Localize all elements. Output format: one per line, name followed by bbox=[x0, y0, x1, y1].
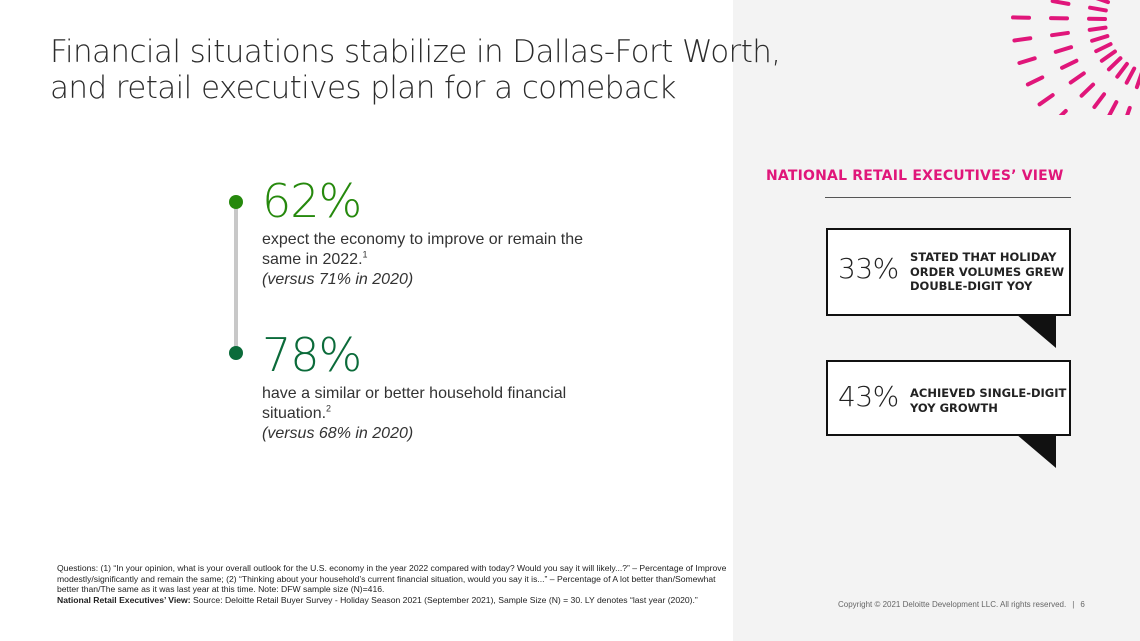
footnote-ref: 1 bbox=[362, 249, 368, 260]
burst-ray bbox=[1115, 61, 1129, 79]
right-panel bbox=[733, 0, 1140, 641]
stat-value: 78% bbox=[262, 328, 362, 382]
timeline-dot bbox=[229, 346, 243, 360]
callout-tail bbox=[1016, 434, 1056, 468]
stat-economy-outlook: 62% expect the economy to improve or rem… bbox=[262, 172, 592, 290]
footnote-ref: 2 bbox=[326, 403, 332, 414]
stat-description: have a similar or better household finan… bbox=[262, 385, 567, 422]
footnote-source: National Retail Executives’ View: Source… bbox=[57, 595, 727, 606]
burst-ray bbox=[1095, 0, 1110, 5]
callout-label: STATED THAT HOLIDAY ORDER VOLUMES GREW D… bbox=[910, 250, 1065, 293]
stat-comparison: (versus 71% in 2020) bbox=[262, 271, 414, 288]
title-line-2: and retail executives plan for a comebac… bbox=[50, 70, 676, 106]
heading-divider bbox=[825, 197, 1071, 198]
timeline-dot bbox=[229, 195, 243, 209]
starburst-decoration bbox=[1011, 0, 1140, 115]
page-title: Financial situations stabilize in Dallas… bbox=[50, 34, 790, 106]
burst-ray bbox=[1060, 58, 1079, 70]
burst-ray bbox=[1106, 56, 1123, 72]
footnote-source-text: Source: Deloitte Retail Buyer Survey - H… bbox=[192, 594, 698, 605]
burst-ray bbox=[1050, 30, 1070, 38]
page-number: 6 bbox=[1080, 600, 1085, 609]
copyright: Copyright © 2021 Deloitte Development LL… bbox=[838, 600, 1085, 609]
footnote: Questions: (1) “In your opinion, what is… bbox=[57, 563, 727, 605]
burst-ray bbox=[1068, 71, 1086, 85]
callout-tail bbox=[1016, 314, 1056, 348]
callout-value: 43% bbox=[838, 380, 899, 413]
timeline-line bbox=[234, 203, 238, 351]
burst-ray bbox=[1107, 100, 1119, 115]
burst-ray bbox=[1053, 45, 1074, 54]
burst-ray bbox=[1087, 25, 1108, 32]
burst-ray bbox=[1025, 75, 1045, 87]
callout-label: ACHIEVED SINGLE-DIGIT YoY GROWTH bbox=[910, 386, 1067, 415]
footnote-source-label: National Retail Executives’ View: bbox=[57, 594, 191, 605]
footnote-questions: Questions: (1) “In your opinion, what is… bbox=[57, 563, 727, 595]
national-view-heading: NATIONAL RETAIL EXECUTIVES’ VIEW bbox=[766, 168, 1064, 184]
burst-ray bbox=[1092, 92, 1107, 110]
title-line-1: Financial situations stabilize in Dallas… bbox=[50, 34, 781, 70]
copyright-text: Copyright © 2021 Deloitte Development LL… bbox=[838, 600, 1067, 609]
burst-ray bbox=[1090, 34, 1110, 43]
stat-household-finance: 78% have a similar or better household f… bbox=[262, 326, 592, 444]
burst-ray bbox=[1050, 0, 1071, 6]
stat-value: 62% bbox=[262, 174, 362, 228]
burst-ray bbox=[1017, 56, 1037, 65]
burst-ray bbox=[1094, 42, 1113, 54]
burst-ray bbox=[1134, 71, 1140, 90]
stat-comparison: (versus 68% in 2020) bbox=[262, 425, 414, 442]
burst-ray bbox=[1125, 105, 1132, 115]
burst-ray bbox=[1088, 5, 1108, 13]
burst-ray bbox=[1099, 49, 1117, 63]
burst-ray bbox=[1124, 66, 1137, 85]
stat-description: expect the economy to improve or remain … bbox=[262, 231, 584, 268]
callout-box: 33% STATED THAT HOLIDAY ORDER VOLUMES GR… bbox=[826, 228, 1071, 316]
burst-ray bbox=[1037, 93, 1055, 107]
callout-box: 43% ACHIEVED SINGLE-DIGIT YoY GROWTH bbox=[826, 360, 1071, 436]
burst-ray bbox=[1058, 109, 1068, 115]
callout-value: 33% bbox=[838, 252, 899, 285]
burst-ray bbox=[1012, 36, 1033, 43]
burst-ray bbox=[1079, 82, 1096, 98]
